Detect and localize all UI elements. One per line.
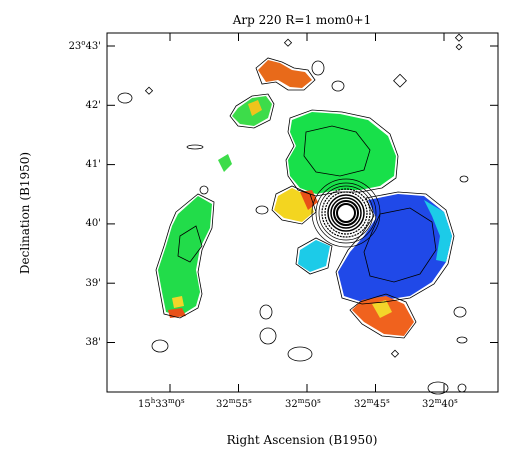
y-axis-label: Declination (B1950) (18, 152, 32, 274)
contour-west-inner (177, 225, 203, 263)
region-east-cyan (424, 200, 452, 262)
x-tick-label-2: 32m50s (285, 397, 321, 410)
contour-isolated-6 (283, 38, 293, 47)
contour-isolated-10 (287, 346, 313, 362)
contour-central (285, 109, 399, 197)
contour-yellow (271, 185, 317, 225)
plot-frame (106, 32, 499, 393)
region-west-red (168, 308, 186, 318)
contour-north (255, 57, 316, 91)
y-tick-label-0: 23o43' (69, 39, 101, 52)
x-tick-label-3: 32m45s (354, 397, 390, 410)
contour-isolated-11 (390, 349, 400, 358)
contour-isolated-7 (186, 144, 204, 150)
contour-isolated-3 (311, 60, 325, 76)
contour-isolated-17 (151, 339, 169, 353)
region-west-yellow (172, 296, 184, 308)
contour-sw (295, 237, 333, 275)
contour-isolated-9 (259, 327, 277, 345)
contour-isolated-15 (454, 33, 464, 42)
y-axis-ticks (107, 45, 498, 343)
x-axis-ticks (169, 33, 445, 392)
x-axis-label: Right Ascension (B1950) (227, 433, 378, 447)
contour-east-inner (363, 207, 437, 283)
region-north-green-2 (248, 100, 262, 116)
contour-isolated-1 (117, 92, 133, 104)
y-tick-label-4: 39' (86, 278, 101, 289)
x-tick-label-0: 15h33m0s (138, 397, 185, 410)
velocity-field (158, 60, 452, 336)
region-west-green (158, 196, 212, 316)
y-tick-label-3: 40' (86, 218, 101, 229)
region-small-green (218, 154, 232, 172)
region-central-green (288, 112, 396, 194)
nucleus-contours (311, 178, 381, 248)
chart-title: Arp 220 R=1 mom0+1 (232, 13, 371, 27)
x-tick-label-1: 32m55s (216, 397, 252, 410)
contour-north-2 (229, 93, 275, 129)
contour-isolated-13 (456, 336, 468, 344)
contour-east (335, 191, 455, 305)
region-southeast-yellow (372, 300, 392, 318)
y-tick-labels: 23o43' 42' 41' 40' 39' 38' (69, 39, 101, 348)
region-sw-cyan (298, 240, 330, 272)
contour-isolated-4 (331, 80, 345, 92)
contour-isolated-8 (259, 304, 273, 320)
contour-isolated-19 (457, 383, 467, 393)
contour-central-inner (303, 125, 371, 177)
contour-west (155, 193, 215, 319)
region-north-red (258, 60, 312, 88)
y-tick-label-1: 42' (86, 100, 101, 111)
y-tick-label-2: 41' (86, 159, 101, 170)
contour-isolated-2 (144, 86, 154, 95)
contour-isolated-12 (453, 306, 467, 318)
intensity-contours (117, 33, 469, 395)
x-tick-label-4: 32m40s (422, 397, 458, 410)
contour-isolated-5 (393, 73, 407, 88)
contour-isolated-16 (455, 43, 463, 51)
contour-isolated-21 (255, 205, 269, 215)
region-east-blue (338, 194, 452, 302)
y-tick-label-5: 38' (86, 337, 101, 348)
contour-southeast (349, 293, 417, 339)
contour-isolated-18 (427, 381, 449, 395)
contour-isolated-20 (199, 185, 209, 195)
x-tick-labels: 15h33m0s 32m55s 32m50s 32m45s 32m40s (138, 397, 458, 410)
contour-isolated-14 (459, 175, 469, 183)
